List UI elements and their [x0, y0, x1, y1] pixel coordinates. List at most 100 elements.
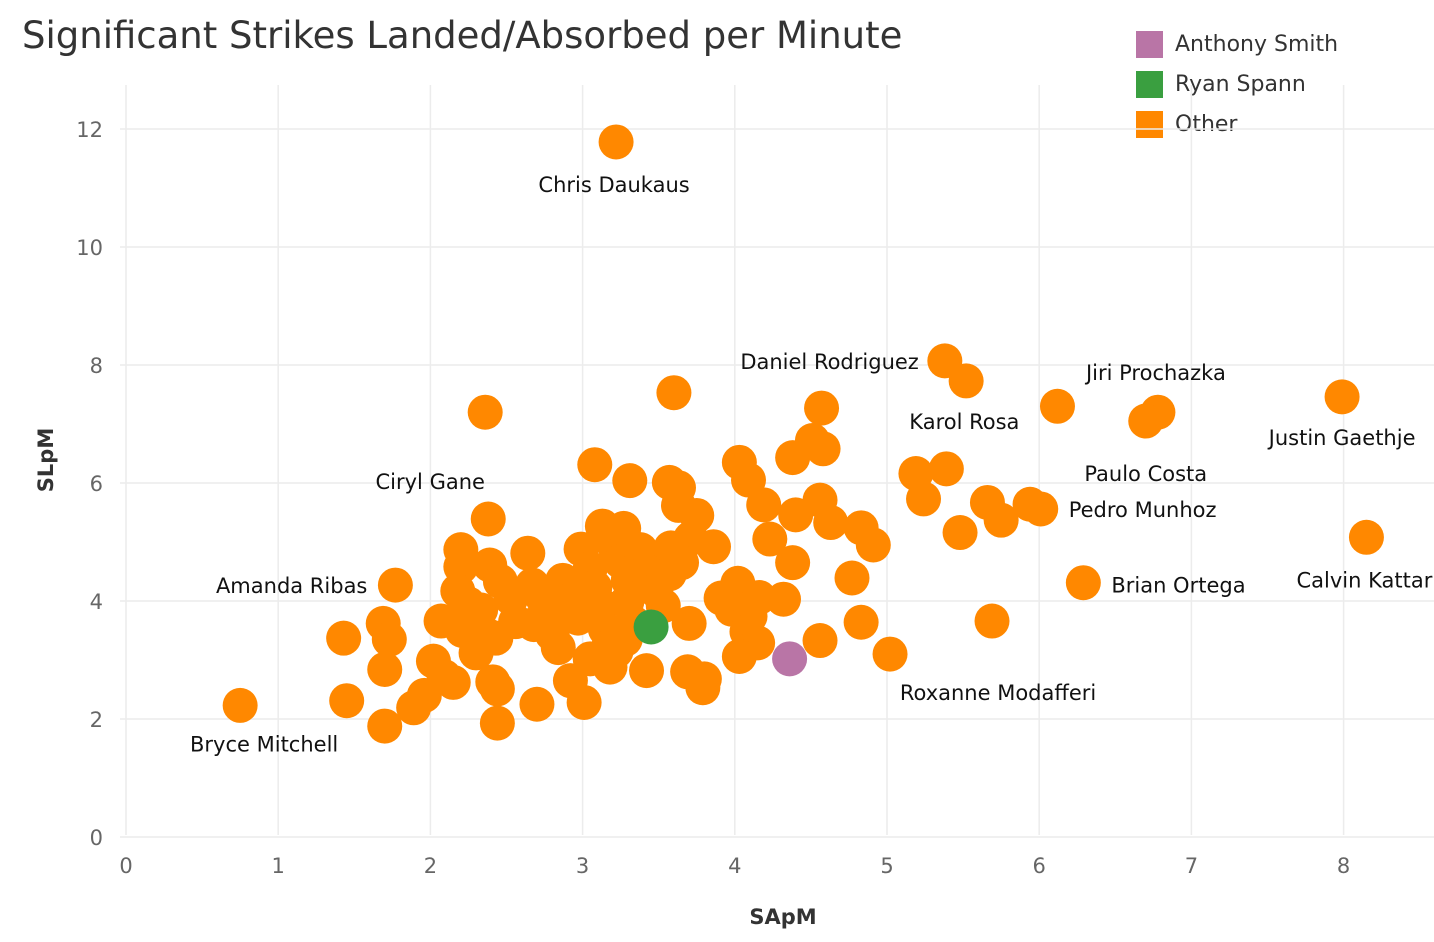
data-point[interactable]: [377, 567, 413, 603]
point-label: Jiri Prochazka: [1084, 361, 1226, 385]
legend-item-ryan-spann[interactable]: Ryan Spann: [1136, 64, 1338, 104]
data-point[interactable]: [928, 451, 964, 487]
legend-swatch: [1136, 70, 1163, 98]
data-point[interactable]: [906, 481, 942, 517]
data-point[interactable]: [475, 664, 511, 700]
data-point[interactable]: [1348, 519, 1384, 555]
data-point[interactable]: [1324, 379, 1360, 415]
data-point[interactable]: [772, 641, 808, 677]
data-point[interactable]: [598, 633, 634, 669]
data-point[interactable]: [741, 579, 777, 615]
data-point[interactable]: [752, 521, 788, 557]
data-point[interactable]: [651, 556, 687, 592]
data-point[interactable]: [1012, 486, 1048, 522]
data-point[interactable]: [367, 651, 403, 687]
point-label: Paulo Costa: [1084, 462, 1207, 486]
x-tick-label: 1: [272, 854, 285, 878]
point-label: Brian Ortega: [1111, 574, 1245, 598]
legend: Anthony Smith Ryan Spann Other: [1136, 24, 1338, 144]
y-axis-ticks: 0 2 4 6 8 10 12: [76, 118, 103, 850]
legend-label: Ryan Spann: [1175, 71, 1306, 97]
y-tick-label: 4: [90, 590, 103, 614]
data-point[interactable]: [629, 653, 665, 689]
data-point[interactable]: [510, 535, 546, 571]
data-point[interactable]: [746, 487, 782, 523]
y-tick-label: 8: [90, 354, 103, 378]
point-label: Justin Gaethje: [1267, 426, 1416, 450]
y-tick-label: 12: [76, 118, 103, 142]
data-point[interactable]: [516, 607, 552, 643]
point-label: Bryce Mitchell: [190, 732, 338, 756]
legend-label: Other: [1175, 111, 1238, 137]
x-tick-label: 5: [880, 854, 893, 878]
x-tick-label: 6: [1033, 854, 1046, 878]
point-label: Daniel Rodriguez: [740, 350, 919, 374]
data-point[interactable]: [371, 621, 407, 657]
data-point[interactable]: [671, 605, 707, 641]
data-point[interactable]: [974, 603, 1010, 639]
data-point[interactable]: [685, 670, 721, 706]
data-point[interactable]: [721, 638, 757, 674]
data-point[interactable]: [1039, 388, 1075, 424]
y-axis-title: SLpM: [34, 428, 58, 492]
x-tick-label: 4: [728, 854, 741, 878]
y-tick-label: 10: [76, 236, 103, 260]
point-label: Chris Daukaus: [538, 173, 689, 197]
data-point[interactable]: [778, 497, 814, 533]
y-tick-label: 6: [90, 472, 103, 496]
data-point[interactable]: [804, 390, 840, 426]
data-point[interactable]: [813, 505, 849, 541]
x-tick-label: 0: [119, 854, 132, 878]
legend-item-anthony-smith[interactable]: Anthony Smith: [1136, 24, 1338, 64]
x-tick-label: 2: [424, 854, 437, 878]
data-point[interactable]: [612, 463, 648, 499]
data-point[interactable]: [222, 687, 258, 723]
legend-swatch: [1136, 30, 1163, 58]
data-point[interactable]: [775, 545, 811, 581]
data-point[interactable]: [805, 431, 841, 467]
data-points: [222, 124, 1384, 744]
point-label: Ciryl Gane: [376, 470, 485, 494]
data-point[interactable]: [470, 501, 506, 537]
legend-swatch: [1136, 110, 1163, 138]
x-tick-label: 3: [576, 854, 589, 878]
data-point[interactable]: [367, 708, 403, 744]
data-point[interactable]: [695, 529, 731, 565]
y-tick-label: 0: [90, 826, 103, 850]
chart-title: Significant Strikes Landed/Absorbed per …: [22, 14, 903, 57]
data-point[interactable]: [458, 635, 494, 671]
data-point[interactable]: [834, 560, 870, 596]
data-point[interactable]: [479, 705, 515, 741]
legend-item-other[interactable]: Other: [1136, 104, 1338, 144]
data-point[interactable]: [802, 623, 838, 659]
x-axis-ticks: 0 1 2 3 4 5 6 7 8: [119, 854, 1350, 878]
data-point[interactable]: [1065, 565, 1101, 601]
point-label: Pedro Munhoz: [1069, 498, 1217, 522]
data-point[interactable]: [633, 609, 669, 645]
legend-label: Anthony Smith: [1175, 31, 1339, 57]
data-point[interactable]: [948, 363, 984, 399]
data-point[interactable]: [855, 527, 891, 563]
x-tick-label: 8: [1337, 854, 1350, 878]
data-point[interactable]: [519, 686, 555, 722]
data-point[interactable]: [329, 683, 365, 719]
point-label: Karol Rosa: [909, 410, 1019, 434]
data-point[interactable]: [656, 375, 692, 411]
point-labels: Chris Daukaus Daniel Rodriguez Jiri Procha…: [190, 173, 1433, 756]
y-tick-label: 2: [90, 708, 103, 732]
point-label: Calvin Kattar: [1297, 568, 1433, 592]
data-point[interactable]: [566, 684, 602, 720]
data-point[interactable]: [942, 515, 978, 551]
data-point[interactable]: [467, 394, 503, 430]
data-point[interactable]: [1128, 403, 1164, 439]
data-point[interactable]: [540, 630, 576, 666]
data-point[interactable]: [872, 636, 908, 672]
data-point[interactable]: [598, 124, 634, 160]
data-point[interactable]: [326, 620, 362, 656]
data-point[interactable]: [435, 664, 471, 700]
data-point[interactable]: [843, 604, 879, 640]
data-point[interactable]: [983, 502, 1019, 538]
data-point[interactable]: [577, 447, 613, 483]
x-axis-title: SApM: [749, 905, 816, 929]
